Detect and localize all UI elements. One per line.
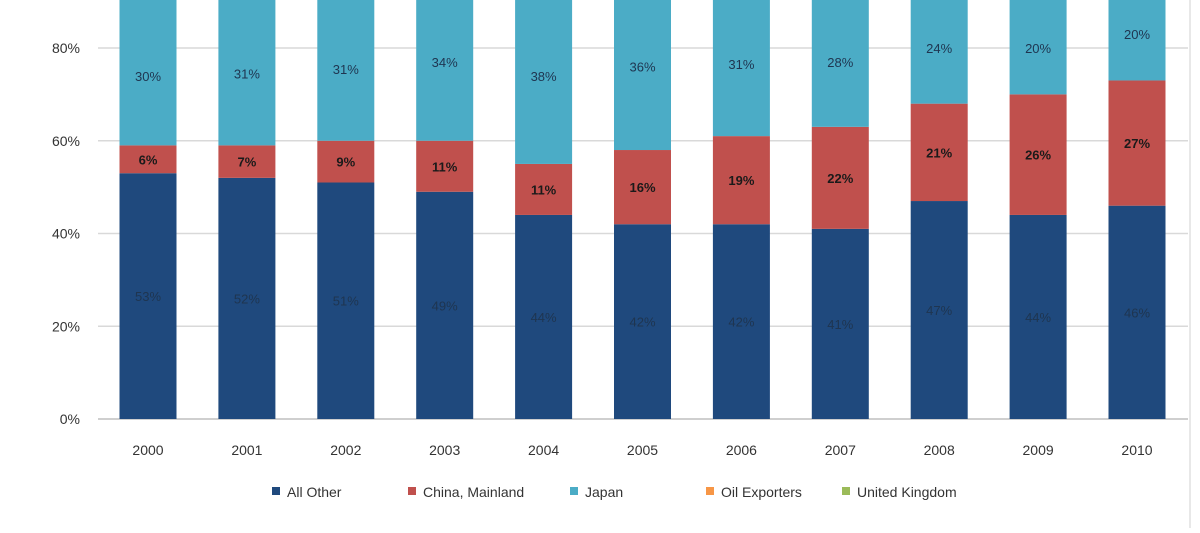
x-tick-label: 2007 — [825, 442, 856, 458]
data-label: 42% — [629, 315, 655, 330]
data-label: 34% — [432, 55, 458, 70]
data-label: 20% — [1124, 27, 1150, 42]
data-label: 31% — [728, 57, 754, 72]
x-tick-label: 2010 — [1121, 442, 1152, 458]
y-tick-label: 0% — [60, 411, 80, 427]
x-tick-label: 2000 — [132, 442, 163, 458]
y-tick-label: 80% — [52, 40, 80, 56]
bar-segment-china-mainland — [218, 145, 276, 178]
y-tick-label: 40% — [52, 226, 80, 242]
data-label: 31% — [234, 67, 260, 82]
data-label: 11% — [531, 182, 557, 197]
bar-segment-japan — [218, 0, 276, 146]
bar-segment-china-mainland — [1009, 94, 1067, 215]
data-label: 44% — [531, 310, 557, 325]
bar-segment-all-other — [712, 224, 770, 419]
bar-segment-china-mainland — [416, 140, 474, 192]
bar-segment-japan — [119, 0, 177, 146]
data-label: 26% — [1025, 148, 1051, 163]
data-label: 30% — [135, 69, 161, 84]
bar-segment-all-other — [515, 214, 573, 419]
bar-segment-all-other — [317, 182, 375, 419]
bar-segment-all-other — [119, 173, 177, 419]
bar-segment-china-mainland — [1108, 80, 1166, 206]
data-label: 16% — [629, 180, 655, 195]
bar-segment-all-other — [614, 224, 671, 419]
bar-segment-china-mainland — [119, 145, 177, 174]
bar-segment-all-other — [811, 228, 869, 419]
data-label: 9% — [336, 155, 355, 170]
bar-segment-all-other — [910, 201, 968, 419]
data-label: 11% — [432, 159, 458, 174]
data-label: 44% — [1025, 310, 1051, 325]
legend-swatch — [706, 487, 714, 495]
bar-segment-china-mainland — [614, 150, 671, 225]
data-label: 7% — [238, 155, 257, 170]
data-label: 47% — [926, 303, 952, 318]
data-label: 41% — [827, 317, 853, 332]
bar-segment-china-mainland — [515, 163, 573, 215]
bar-segment-japan — [1108, 0, 1166, 81]
data-label: 51% — [333, 294, 359, 309]
y-tick-label: 20% — [52, 318, 80, 334]
x-tick-label: 2009 — [1023, 442, 1054, 458]
data-label: 22% — [827, 171, 853, 186]
data-label: 19% — [728, 173, 754, 188]
x-tick-label: 2003 — [429, 442, 460, 458]
bar-segment-all-other — [1009, 214, 1067, 419]
y-tick-label: 60% — [52, 133, 80, 149]
x-tick-label: 2002 — [330, 442, 361, 458]
legend-label: China, Mainland — [423, 484, 524, 500]
legend-swatch — [842, 487, 850, 495]
data-label: 42% — [728, 315, 754, 330]
data-label: 24% — [926, 41, 952, 56]
bar-segment-all-other — [416, 191, 474, 419]
legend-swatch — [408, 487, 416, 495]
bar-segment-japan — [317, 0, 375, 141]
bar-segment-china-mainland — [712, 136, 770, 225]
bar-segment-all-other — [218, 177, 276, 419]
legend-swatch — [272, 487, 280, 495]
x-tick-label: 2001 — [231, 442, 262, 458]
data-label: 28% — [827, 55, 853, 70]
bar-segment-japan — [811, 0, 869, 127]
legend-label: All Other — [287, 484, 342, 500]
data-label: 21% — [926, 145, 952, 160]
bar-segment-japan — [712, 0, 770, 137]
data-label: 20% — [1025, 41, 1051, 56]
bar-segment-japan — [515, 0, 573, 164]
data-label: 38% — [531, 69, 557, 84]
bar-segment-japan — [1009, 0, 1067, 95]
bar-segment-japan — [614, 0, 671, 151]
data-label: 31% — [333, 62, 359, 77]
bar-segment-japan — [416, 0, 474, 141]
x-tick-label: 2008 — [924, 442, 955, 458]
bar-segment-all-other — [1108, 205, 1166, 419]
legend-label: Japan — [585, 484, 623, 500]
x-tick-label: 2005 — [627, 442, 658, 458]
data-label: 6% — [139, 152, 158, 167]
bar-segment-china-mainland — [811, 126, 869, 229]
legend-label: United Kingdom — [857, 484, 957, 500]
data-label: 53% — [135, 289, 161, 304]
x-tick-label: 2006 — [726, 442, 757, 458]
bar-segment-china-mainland — [910, 103, 968, 202]
bar-segment-china-mainland — [317, 140, 375, 183]
x-tick-label: 2004 — [528, 442, 559, 458]
data-label: 36% — [629, 60, 655, 75]
data-label: 27% — [1124, 136, 1150, 151]
bar-segment-japan — [910, 0, 968, 104]
data-label: 46% — [1124, 305, 1150, 320]
data-label: 49% — [432, 298, 458, 313]
legend-swatch — [570, 487, 578, 495]
legend-label: Oil Exporters — [721, 484, 802, 500]
data-label: 52% — [234, 291, 260, 306]
